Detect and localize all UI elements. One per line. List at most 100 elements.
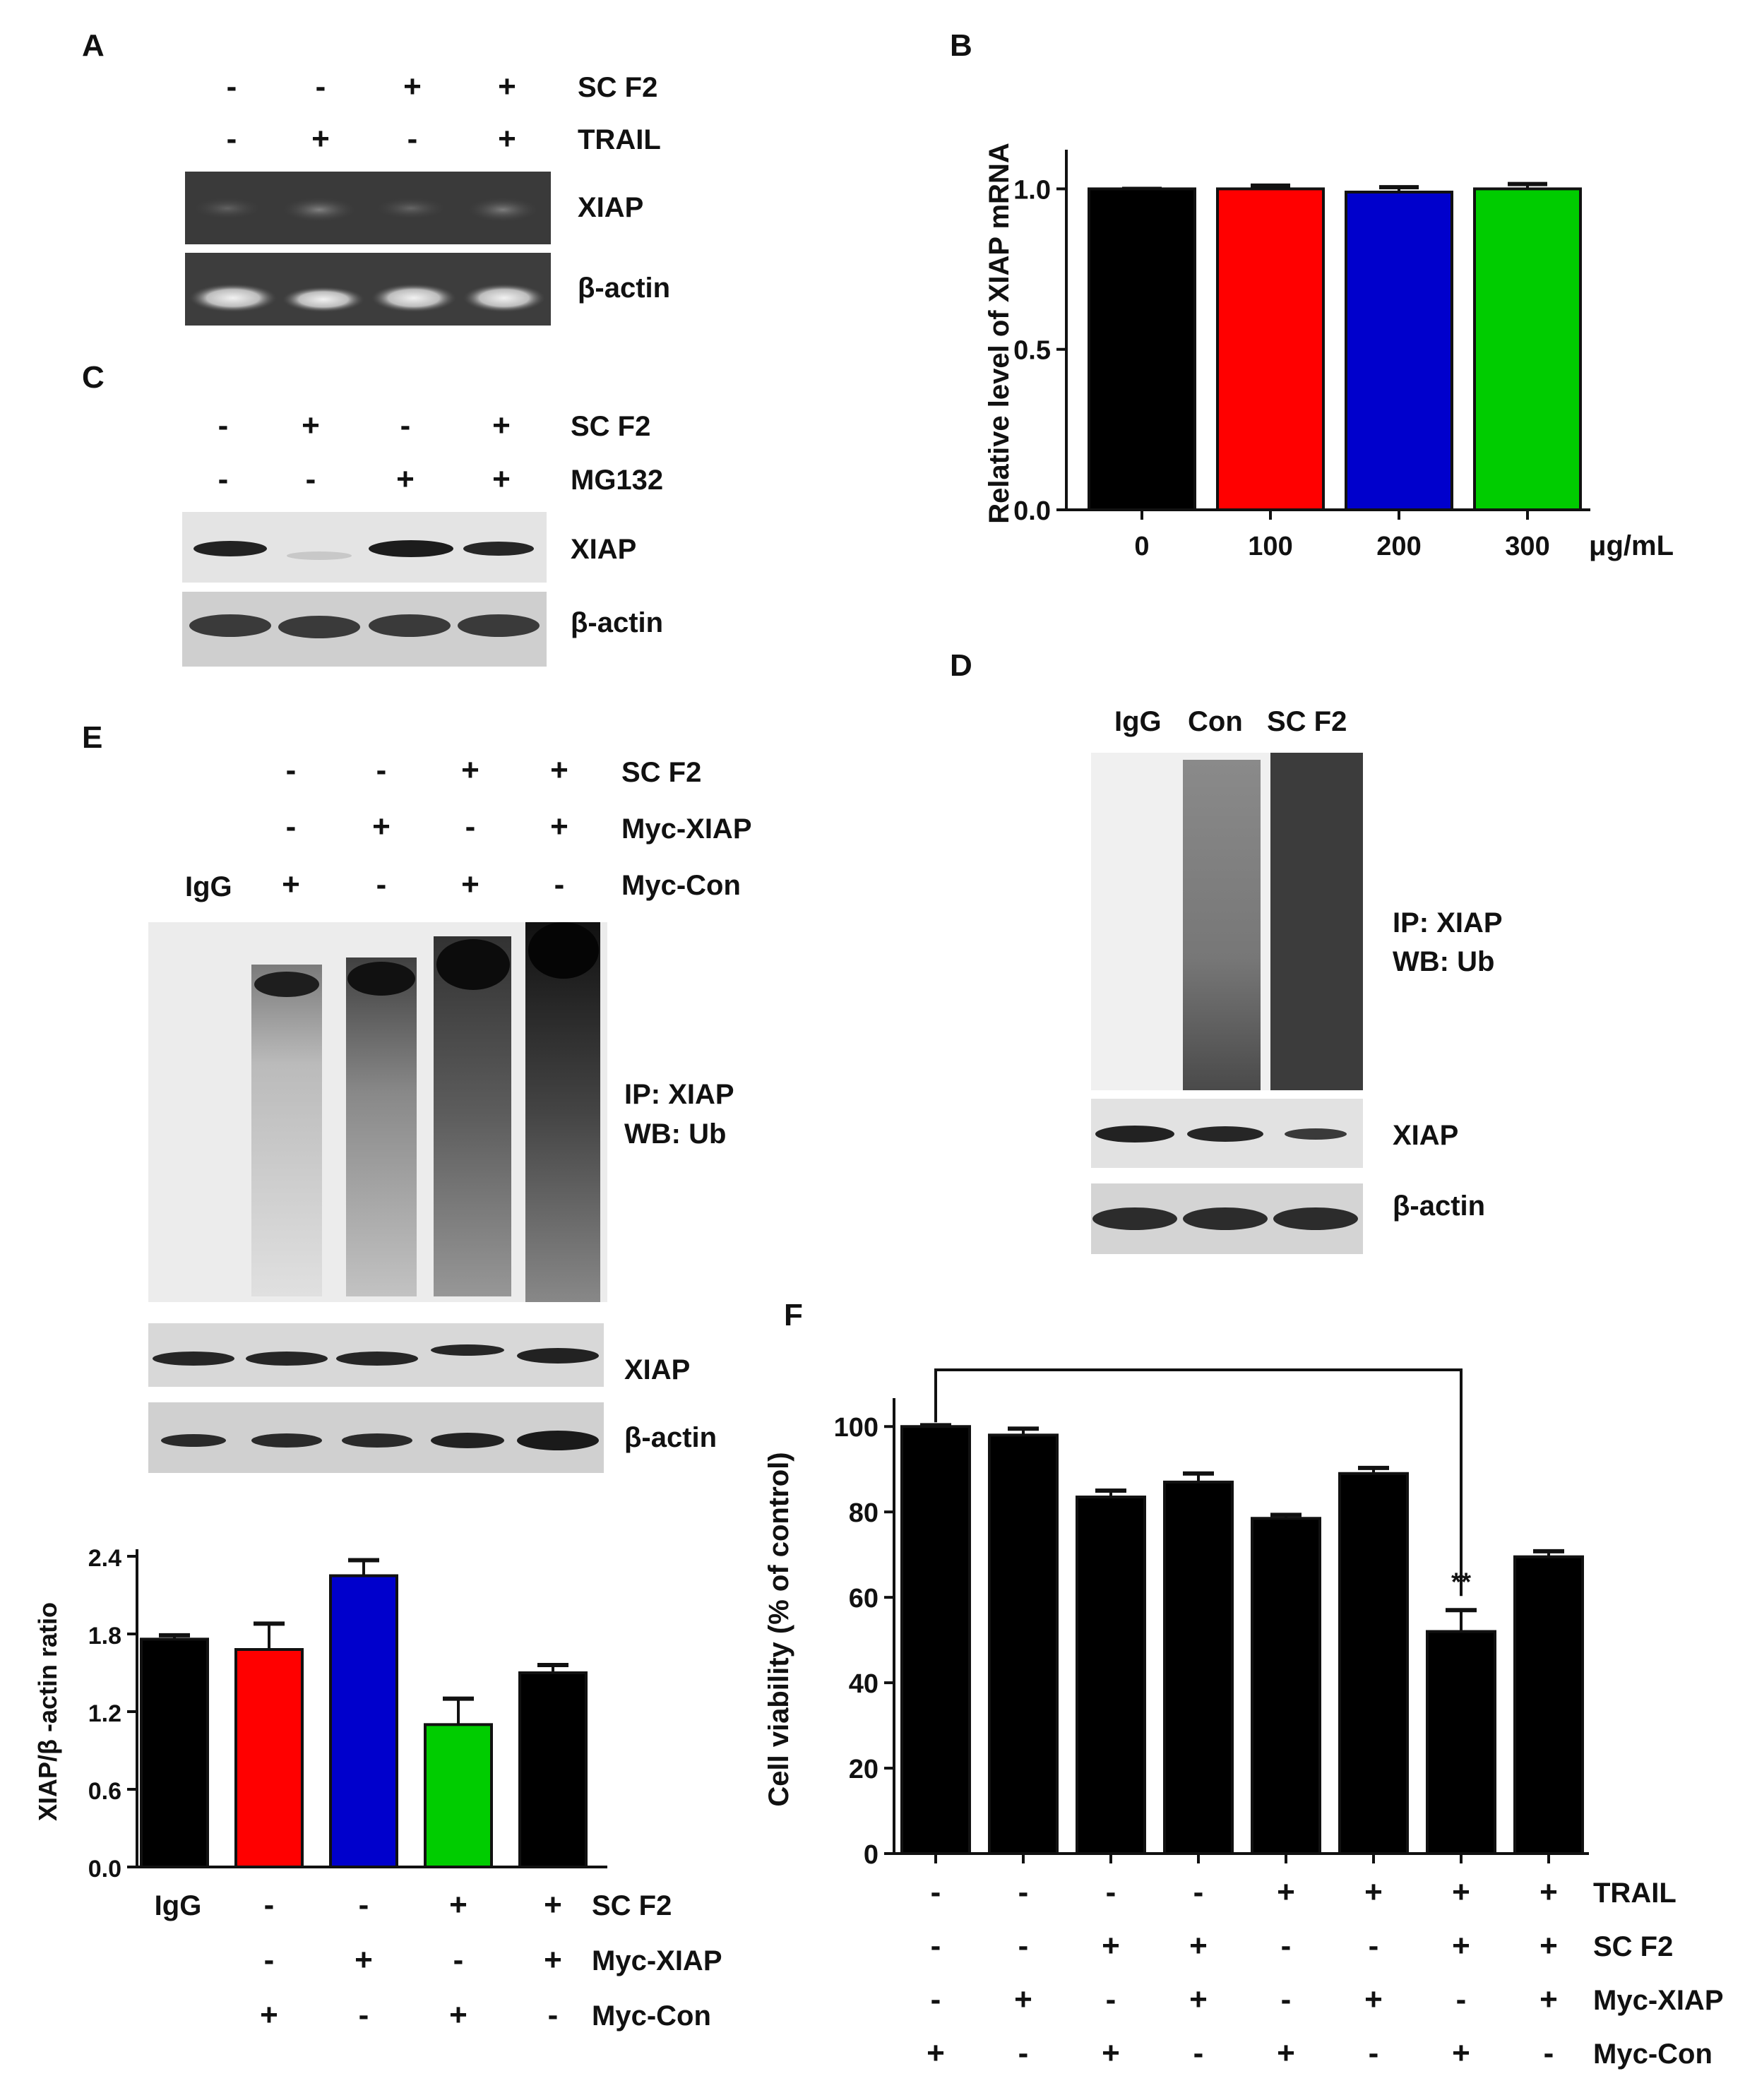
band-label: β-actin: [624, 1422, 717, 1453]
bar: [329, 1574, 398, 1868]
sign: -: [453, 1943, 464, 1977]
sign: -: [931, 1875, 941, 1909]
significance-bracket: [934, 1368, 1463, 1597]
gel-band-beta-actin: [185, 253, 551, 326]
sign: +: [927, 2036, 945, 2070]
x-axis-unit: μg/mL: [1589, 530, 1674, 561]
y-axis-label: Relative level of XIAP mRNA: [984, 143, 1015, 523]
y-tick-label: 40: [849, 1669, 878, 1699]
y-tick-label: 0.0: [88, 1856, 121, 1883]
sign: -: [1193, 1875, 1204, 1909]
sign: -: [218, 408, 229, 443]
row-label: SC F2: [1593, 1931, 1673, 1962]
sign: -: [1018, 1875, 1029, 1909]
row-label: SC F2: [571, 411, 651, 442]
panel-letter-a: A: [82, 28, 105, 63]
sign: -: [226, 69, 237, 104]
blot-label: WB: Ub: [1393, 946, 1495, 977]
bar: [1088, 187, 1196, 511]
x-tick-label: 0: [1134, 532, 1149, 561]
y-tick-label: 0.6: [88, 1778, 121, 1805]
western-blot-beta-actin-e: [148, 1402, 604, 1473]
lane-label-igg: IgG: [185, 871, 232, 902]
sign: +: [311, 121, 330, 156]
bar: [234, 1648, 304, 1868]
bar: [1345, 191, 1453, 511]
y-tick-label: 20: [849, 1755, 878, 1784]
bar: [140, 1637, 209, 1868]
sign: -: [359, 1887, 369, 1922]
band-label: XIAP: [624, 1354, 691, 1385]
bar: [424, 1723, 493, 1868]
sign: -: [1281, 1928, 1292, 1963]
bar: [1338, 1472, 1409, 1856]
blot-label: WB: Ub: [624, 1118, 727, 1150]
row-label: Myc-XIAP: [592, 1945, 722, 1976]
western-blot-xiap-d: [1091, 1099, 1363, 1168]
sign: -: [264, 1943, 275, 1977]
sign: -: [1369, 2036, 1379, 2070]
row-label: Myc-Con: [592, 2000, 711, 2032]
western-blot-xiap: [182, 512, 547, 583]
x-tick-label: 100: [1248, 532, 1292, 561]
panel-letter-d: D: [950, 648, 972, 683]
sign: -: [554, 867, 565, 902]
sign: +: [1364, 1982, 1383, 2017]
sign: +: [1102, 2036, 1120, 2070]
bar: [1426, 1630, 1496, 1856]
sign: +: [282, 867, 300, 902]
sign: +: [1277, 1875, 1295, 1909]
y-tick-label: 1.8: [88, 1623, 121, 1649]
sign: -: [226, 121, 237, 156]
bar: [518, 1671, 588, 1868]
sign: +: [550, 753, 568, 787]
band-label: XIAP: [571, 534, 637, 565]
sign: +: [492, 408, 511, 443]
sign: -: [931, 1982, 941, 2017]
sign: -: [376, 867, 387, 902]
sign: +: [372, 809, 391, 844]
sign: +: [449, 1887, 467, 1922]
western-blot-beta-actin-d: [1091, 1183, 1363, 1254]
sign: -: [218, 462, 229, 496]
sign: +: [544, 1887, 562, 1922]
bar: [1251, 1517, 1321, 1856]
sign: -: [1369, 1928, 1379, 1963]
row-label: TRAIL: [578, 124, 661, 155]
bar: [1076, 1496, 1146, 1856]
y-tick-label: 0.5: [1013, 336, 1051, 366]
band-label: β-actin: [578, 273, 671, 304]
sign: +: [1102, 1928, 1120, 1963]
sign: +: [1452, 1928, 1470, 1963]
x-tick-label: 300: [1505, 532, 1549, 561]
ubiquitin-blot: [1091, 753, 1363, 1090]
sign: +: [550, 809, 568, 844]
sign: +: [544, 1943, 562, 1977]
bar: [1473, 187, 1582, 511]
sign: +: [396, 462, 415, 496]
sign: -: [285, 809, 297, 844]
y-tick-label: 0: [864, 1840, 878, 1870]
sign: +: [1364, 1875, 1383, 1909]
panel-letter-f: F: [784, 1298, 803, 1332]
row-label: SC F2: [621, 757, 702, 788]
sign: +: [260, 1998, 278, 2032]
row-label: MG132: [571, 465, 664, 496]
sign: -: [315, 69, 326, 104]
sign: -: [548, 1998, 559, 2032]
sign: +: [1539, 1982, 1558, 2017]
sign: -: [1018, 2036, 1029, 2070]
sign: -: [376, 753, 387, 787]
blot-label: IP: XIAP: [624, 1079, 734, 1110]
lane-label: IgG: [1114, 706, 1162, 737]
sign: -: [400, 408, 411, 443]
sign: -: [285, 753, 297, 787]
row-label: SC F2: [578, 72, 658, 103]
lane-label: Con: [1188, 706, 1243, 737]
row-label: Myc-XIAP: [621, 813, 752, 845]
row-label: SC F2: [592, 1890, 672, 1921]
sign: +: [1452, 2036, 1470, 2070]
panel-letter-b: B: [950, 28, 972, 63]
band-label: XIAP: [1393, 1120, 1459, 1151]
y-tick-label: 2.4: [88, 1545, 121, 1572]
